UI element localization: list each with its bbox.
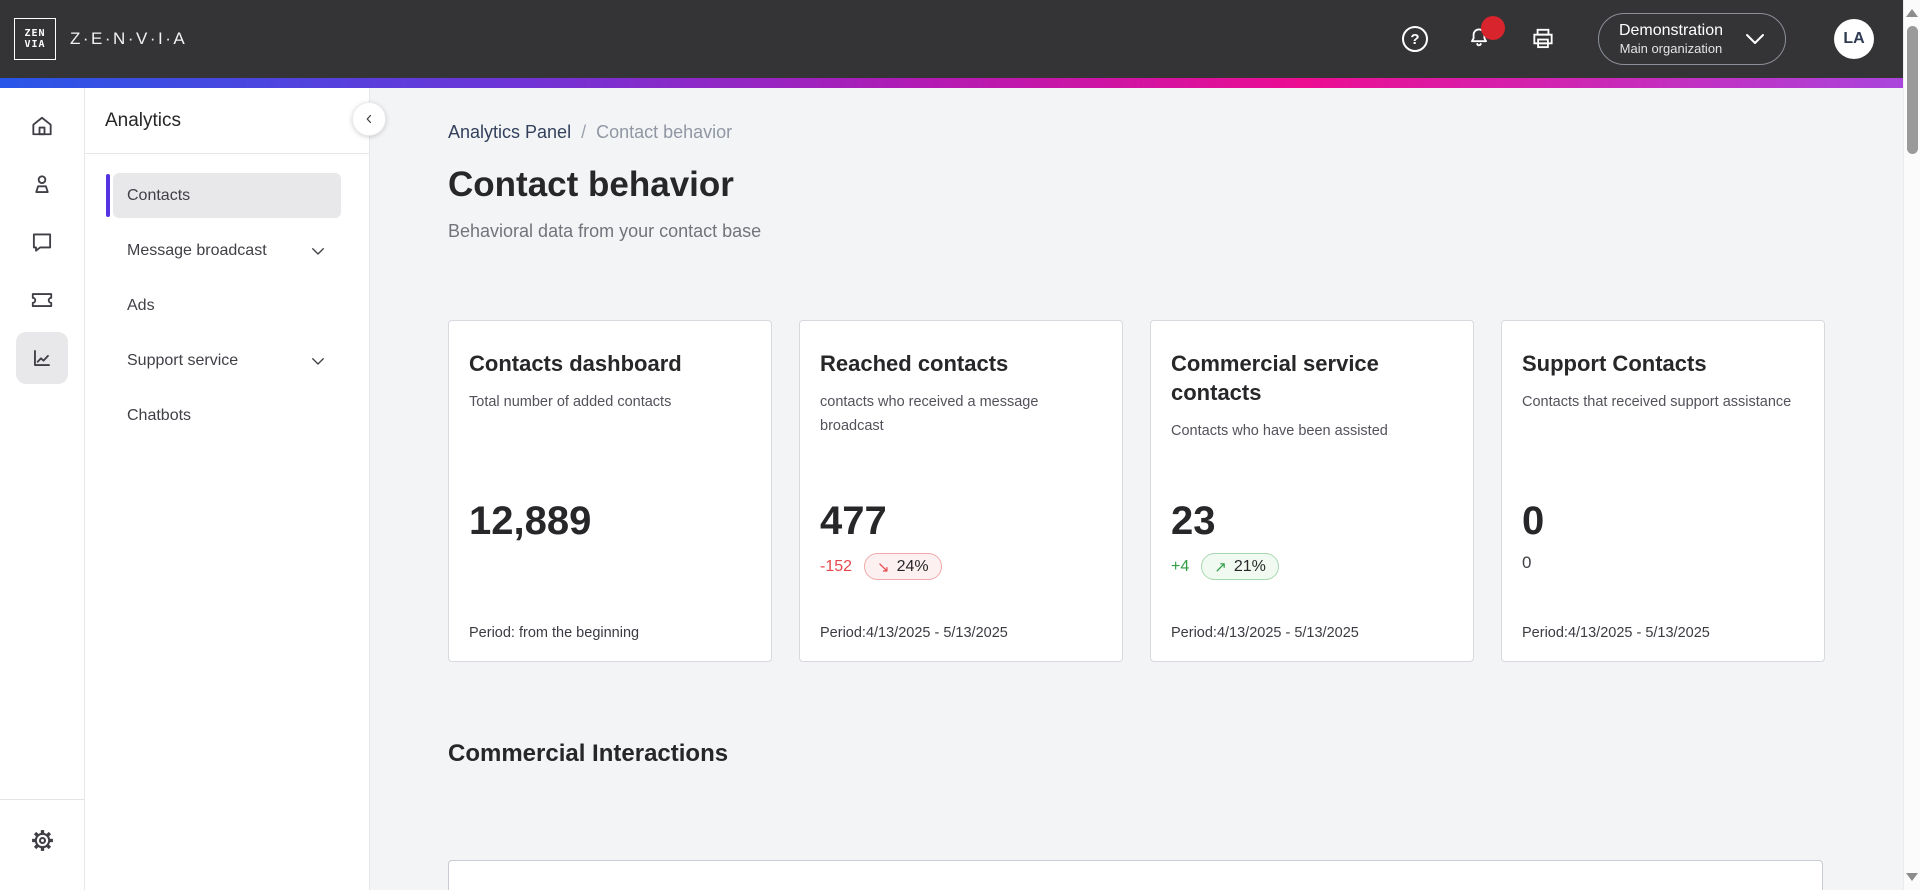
analytics-panel: Analytics Contacts Message broadcast xyxy=(85,88,386,890)
zenvia-logo-icon: ZEN VIA xyxy=(14,18,56,60)
notification-badge xyxy=(1480,16,1505,40)
card-percent: 21% xyxy=(1233,557,1266,575)
card-period: Period: from the beginning xyxy=(469,625,640,641)
breadcrumb-separator: / xyxy=(581,122,587,142)
panel-menu: Contacts Message broadcast Ads Support s… xyxy=(85,173,369,438)
organization-switcher[interactable]: Demonstration Main organization xyxy=(1597,13,1786,65)
scrollbar-up-arrow[interactable] xyxy=(1906,9,1918,17)
rail-item-conversations[interactable] xyxy=(16,216,68,268)
card-commercial-service-contacts: Commercial service contacts Contacts who… xyxy=(1150,320,1474,662)
topbar-actions: ? xyxy=(1400,13,1874,65)
scrollbar-thumb[interactable] xyxy=(1907,26,1918,154)
logo-mark-bottom: VIA xyxy=(24,39,46,50)
card-title: Support Contacts xyxy=(1522,351,1707,376)
arrow-down-right-icon: ↘ xyxy=(877,558,890,576)
arrow-up-right-icon: ↗ xyxy=(1214,558,1227,576)
card-value: 23 xyxy=(1171,499,1216,543)
page-title: Contact behavior xyxy=(448,165,734,204)
topbar: ZEN VIA Z·E·N·V·I·A ? xyxy=(0,0,1920,78)
organization-name: Demonstration xyxy=(1618,22,1723,39)
menu-item-label: Chatbots xyxy=(127,406,192,424)
menu-item-message-broadcast[interactable]: Message broadcast xyxy=(113,228,341,273)
menu-item-ads[interactable]: Ads xyxy=(113,283,341,328)
zenvia-logo: ZEN VIA Z·E·N·V·I·A xyxy=(14,18,187,60)
menu-item-label: Message broadcast xyxy=(127,241,267,259)
trend-badge-up: ↗ 21% xyxy=(1201,553,1279,580)
menu-item-support-service[interactable]: Support service xyxy=(113,338,341,383)
stat-cards-row: Contacts dashboard Total number of added… xyxy=(448,320,1920,662)
section-title-commercial-interactions: Commercial Interactions xyxy=(448,740,729,767)
line-chart-icon xyxy=(29,345,55,371)
menu-item-contacts[interactable]: Contacts xyxy=(106,173,341,218)
zenvia-wordmark: Z·E·N·V·I·A xyxy=(70,29,188,48)
card-period: Period:4/13/2025 - 5/13/2025 xyxy=(820,625,1008,641)
chat-bubble-icon xyxy=(29,229,55,255)
help-icon: ? xyxy=(1401,26,1428,52)
organization-labels: Demonstration Main organization xyxy=(1619,21,1723,57)
rail-item-tickets[interactable] xyxy=(16,274,68,326)
organization-description: Main organization xyxy=(1619,41,1723,56)
breadcrumb: Analytics Panel / Contact behavior xyxy=(448,122,1920,143)
card-contacts-dashboard: Contacts dashboard Total number of added… xyxy=(448,320,772,662)
panel-divider xyxy=(85,153,369,154)
card-subtitle: Contacts that received support assistanc… xyxy=(1522,394,1792,410)
rail-item-analytics[interactable] xyxy=(16,332,68,384)
card-percent: 24% xyxy=(896,557,929,575)
card-support-contacts: Support Contacts Contacts that received … xyxy=(1501,320,1825,662)
trend-badge-down: ↘ 24% xyxy=(864,553,942,580)
card-subtitle: contacts who received a message broadcas… xyxy=(820,394,1039,434)
icon-rail xyxy=(0,88,85,890)
menu-item-label: Ads xyxy=(127,296,155,314)
page-scrollbar xyxy=(1903,0,1920,890)
rail-item-settings[interactable] xyxy=(16,814,68,866)
menu-item-label: Contacts xyxy=(127,186,191,204)
avatar-initials: LA xyxy=(1843,30,1865,47)
card-delta: 0 xyxy=(1522,553,1532,572)
notifications-button[interactable] xyxy=(1464,16,1505,54)
chevron-down-icon xyxy=(309,242,327,260)
scrollbar-down-arrow[interactable] xyxy=(1906,873,1918,881)
breadcrumb-current: Contact behavior xyxy=(596,122,733,142)
help-glyph: ? xyxy=(1410,30,1420,48)
logo-mark-top: ZEN xyxy=(24,28,46,39)
card-value: 12,889 xyxy=(469,499,592,543)
card-period: Period:4/13/2025 - 5/13/2025 xyxy=(1522,625,1710,641)
card-value: 477 xyxy=(820,499,887,543)
card-subtitle: Total number of added contacts xyxy=(469,394,672,410)
printer-icon xyxy=(1530,26,1556,52)
chevron-down-icon xyxy=(309,352,327,370)
menu-item-label: Support service xyxy=(127,351,239,369)
print-button[interactable] xyxy=(1528,24,1558,54)
chevron-left-icon xyxy=(362,112,376,126)
panel-header: Analytics xyxy=(85,88,369,153)
rail-item-contacts[interactable] xyxy=(16,158,68,210)
person-icon xyxy=(29,171,55,197)
card-delta: -152 xyxy=(820,557,853,575)
card-delta: +4 xyxy=(1171,557,1190,575)
card-subtitle: Contacts who have been assisted xyxy=(1171,423,1388,439)
user-avatar[interactable]: LA xyxy=(1834,19,1874,59)
panel-title: Analytics xyxy=(105,110,182,131)
rail-item-home[interactable] xyxy=(16,100,68,152)
commercial-interactions-card xyxy=(448,860,1823,890)
card-reached-contacts: Reached contacts contacts who received a… xyxy=(799,320,1123,662)
chevron-down-icon xyxy=(1745,33,1765,45)
page-subtitle: Behavioral data from your contact base xyxy=(448,221,762,241)
main-content: Analytics Panel / Contact behavior Conta… xyxy=(370,88,1920,890)
rail-bottom-section xyxy=(0,799,85,890)
panel-collapse-button[interactable] xyxy=(352,102,386,136)
card-title: Contacts dashboard xyxy=(469,351,682,376)
gear-icon xyxy=(30,828,55,853)
home-icon xyxy=(29,113,55,139)
breadcrumb-analytics-panel[interactable]: Analytics Panel xyxy=(448,122,572,142)
help-button[interactable]: ? xyxy=(1400,24,1430,54)
brand-gradient-bar xyxy=(0,78,1920,88)
menu-item-chatbots[interactable]: Chatbots xyxy=(113,393,341,438)
ticket-icon xyxy=(29,287,55,313)
card-period: Period:4/13/2025 - 5/13/2025 xyxy=(1171,625,1359,641)
card-title: Reached contacts xyxy=(820,351,1009,376)
card-value: 0 xyxy=(1522,499,1545,543)
card-title: Commercial service contacts xyxy=(1171,351,1379,405)
